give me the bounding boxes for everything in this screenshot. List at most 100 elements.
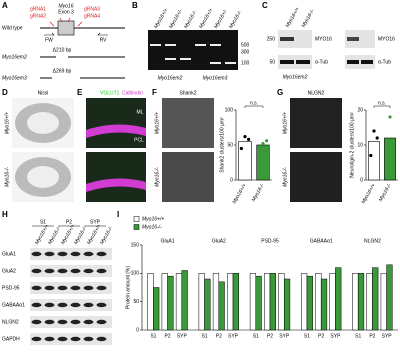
panel-label: H [2, 210, 8, 219]
layer-label: ML [137, 109, 144, 115]
data-point [265, 139, 269, 143]
blot-band [96, 285, 107, 291]
allele-label: Wild type [2, 25, 23, 31]
bar [175, 273, 183, 331]
bar [352, 273, 359, 331]
primer-label: RV [100, 37, 108, 43]
marker-label: 100 [241, 60, 250, 66]
primer-label: FW [45, 37, 53, 43]
bar [269, 273, 276, 331]
bar [366, 273, 373, 331]
bar [335, 267, 342, 331]
bar [306, 275, 313, 331]
panel-label: D [2, 88, 8, 97]
x-tick-label: S1 [202, 333, 208, 339]
western-blots [278, 30, 375, 69]
blot-band [70, 268, 81, 274]
blot-band [31, 285, 42, 291]
legend-label: Myo16-/- [142, 224, 162, 230]
data-point [388, 115, 392, 119]
bar [147, 273, 154, 331]
bar [161, 273, 168, 331]
grna-label: gRNA3 [84, 6, 100, 12]
allele-label: Myo16em2 [2, 54, 27, 60]
bar [357, 273, 365, 331]
blot-band [83, 251, 94, 257]
protein-label: GluA1 [2, 251, 16, 257]
significance-bracket [244, 105, 264, 108]
blot-strips [30, 248, 112, 345]
blot-band [44, 319, 55, 325]
protein-label: MYO16 [378, 36, 395, 42]
blot-band [70, 251, 81, 257]
marker-label: 300 [241, 49, 250, 55]
y-tick-label: 100 [225, 107, 234, 113]
blot-band [57, 251, 68, 257]
lane-label: Myo16+/+ [198, 7, 214, 29]
blot-band [57, 319, 68, 325]
lane-label: Myo16-/- [228, 9, 243, 29]
blot-band [70, 336, 81, 342]
x-tick-label: SYP [382, 333, 393, 339]
data-point [369, 153, 373, 158]
panel-label: I [117, 210, 119, 219]
x-tick-label: P2 [165, 333, 171, 339]
bar [372, 267, 379, 331]
exon-label: Exon 3 [58, 9, 74, 15]
group-title: PSD-95 [261, 238, 279, 244]
y-tick-label: 100 [131, 271, 140, 277]
y-tick-label: 0 [136, 327, 139, 333]
bar [153, 287, 160, 331]
significance-bracket [373, 105, 391, 108]
lane-label: Myo16-/- [183, 9, 198, 29]
micrographs [12, 98, 342, 202]
x-tick-label: Myo16+/+ [232, 183, 248, 205]
y-axis-label: Shank2 clusters/100 μm² [219, 117, 225, 173]
stain-label: Shank2 [180, 90, 197, 96]
bar [232, 273, 239, 331]
blot-band [96, 268, 107, 274]
x-tick-label: SYP [177, 333, 188, 339]
x-tick-label: S1 [150, 333, 156, 339]
blot-band [44, 251, 55, 257]
data-point [391, 143, 395, 147]
blot-band [44, 285, 55, 291]
data-point [385, 150, 389, 154]
genotype-label: Myo16-/- [154, 167, 160, 187]
lane-label: Myo16-/- [301, 8, 316, 28]
protein-label: α-Tub [315, 59, 328, 65]
bar [384, 137, 396, 181]
group-title: GluA1 [161, 238, 175, 244]
protein-label: α-Tub [378, 59, 391, 65]
x-tick-label: Myo16-/- [251, 182, 266, 202]
data-point [372, 129, 376, 133]
y-tick-label: 0 [230, 177, 233, 183]
bar [198, 273, 205, 331]
x-tick-label: S1 [253, 333, 259, 339]
deletion-label: Δ210 bp [53, 47, 72, 53]
x-tick-label: P2 [216, 333, 222, 339]
genotype-label: Myo16-/- [4, 167, 10, 187]
gene-schematic [40, 17, 125, 79]
blot-band [83, 268, 94, 274]
stain-label: NLGN2 [308, 90, 325, 96]
protein-label: GluA2 [2, 268, 16, 274]
x-tick-label: SYP [330, 333, 341, 339]
lane-label: Myo16+/- [213, 8, 229, 29]
bar [368, 141, 380, 181]
protein-label: NLGN2 [2, 319, 19, 325]
protein-label: GAPDH [2, 336, 20, 342]
protein-label: GABAAα1 [2, 302, 25, 308]
blot-band [31, 336, 42, 342]
x-tick-label: S1 [304, 333, 310, 339]
marker-label: 500 [241, 42, 250, 48]
y-tick-label: 50 [227, 142, 233, 148]
blot-band [83, 302, 94, 308]
genotype-label: Myo16-/- [282, 167, 288, 187]
y-axis-label: Neuroligin-2 clusters/100 μm² [349, 112, 355, 178]
y-tick-label: 20 [357, 107, 363, 113]
bar [204, 278, 211, 331]
data-point [247, 137, 251, 141]
x-tick-label: P2 [318, 333, 324, 339]
group-title: GABAAα1 [310, 238, 333, 244]
